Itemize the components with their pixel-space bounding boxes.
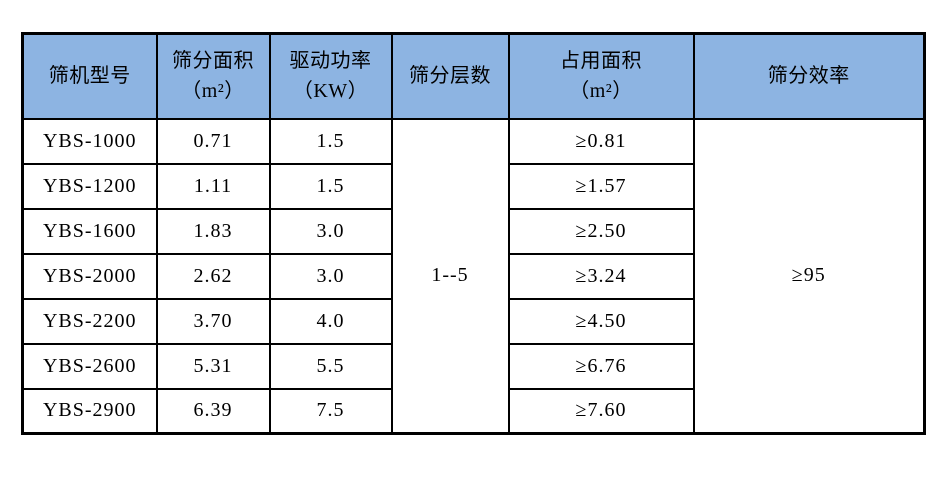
- cell-screen-area: 1.83: [155, 207, 271, 255]
- cell-screen-area: 0.71: [155, 117, 271, 165]
- col-header-drive-power-unit: （KW）: [292, 80, 369, 103]
- col-header-efficiency: 筛分效率: [692, 32, 926, 120]
- cell-model: YBS-2900: [21, 387, 158, 435]
- cell-efficiency-merged: ≥95: [692, 117, 926, 435]
- cell-model: YBS-2600: [21, 342, 158, 390]
- cell-footprint: ≥0.81: [507, 117, 695, 165]
- cell-model: YBS-1600: [21, 207, 158, 255]
- table-row: YBS-1200 1.11 1.5 ≥1.57: [21, 162, 925, 210]
- table-row: YBS-2200 3.70 4.0 ≥4.50: [21, 297, 925, 345]
- cell-screen-area: 3.70: [155, 297, 271, 345]
- col-header-layers-title: 筛分层数: [409, 65, 491, 88]
- header-row: 筛机型号 筛分面积 （m²） 驱动功率 （KW） 筛分层数 占用面积 （m²）: [21, 32, 926, 120]
- cell-footprint: ≥3.24: [507, 252, 695, 300]
- cell-drive-power: 7.5: [268, 387, 393, 435]
- cell-footprint: ≥6.76: [507, 342, 695, 390]
- cell-footprint: ≥2.50: [507, 207, 695, 255]
- cell-layers-merged: 1--5: [390, 117, 510, 435]
- col-header-efficiency-title: 筛分效率: [767, 65, 850, 88]
- cell-drive-power: 5.5: [268, 342, 393, 390]
- cell-drive-power: 3.0: [268, 207, 393, 255]
- cell-model: YBS-2000: [21, 252, 158, 300]
- cell-model: YBS-1000: [21, 117, 158, 165]
- col-header-layers: 筛分层数: [390, 32, 510, 120]
- col-header-footprint-unit: （m²）: [569, 80, 633, 103]
- col-header-drive-power-title: 驱动功率: [289, 50, 372, 73]
- table-row: YBS-2900 6.39 7.5 ≥7.60: [21, 387, 925, 435]
- cell-drive-power: 1.5: [268, 117, 393, 165]
- cell-footprint: ≥1.57: [507, 162, 695, 210]
- table-row: YBS-1000 0.71 1.5 1--5 ≥0.81 ≥95: [21, 117, 926, 435]
- cell-drive-power: 4.0: [268, 297, 393, 345]
- cell-screen-area: 1.11: [155, 162, 271, 210]
- cell-footprint: ≥7.60: [507, 387, 695, 435]
- table-row: YBS-2600 5.31 5.5 ≥6.76: [21, 342, 925, 390]
- cell-drive-power: 3.0: [268, 252, 393, 300]
- cell-screen-area: 2.62: [155, 252, 271, 300]
- col-header-footprint: 占用面积 （m²）: [507, 32, 695, 120]
- cell-drive-power: 1.5: [268, 162, 393, 210]
- cell-model: YBS-2200: [21, 297, 158, 345]
- cell-footprint: ≥4.50: [507, 297, 695, 345]
- col-header-screen-area-unit: （m²）: [181, 80, 245, 103]
- cell-model: YBS-1200: [21, 162, 158, 210]
- col-header-drive-power: 驱动功率 （KW）: [268, 32, 393, 120]
- table-row: YBS-1600 1.83 3.0 ≥2.50: [21, 207, 925, 255]
- cell-screen-area: 6.39: [155, 387, 271, 435]
- col-header-model: 筛机型号: [21, 32, 158, 120]
- table-row: YBS-2000 2.62 3.0 ≥3.24: [21, 252, 925, 300]
- col-header-footprint-title: 占用面积: [560, 50, 642, 73]
- spec-table: 筛机型号 筛分面积 （m²） 驱动功率 （KW） 筛分层数 占用面积 （m²）: [21, 32, 926, 435]
- cell-screen-area: 5.31: [155, 342, 271, 390]
- col-header-model-title: 筛机型号: [48, 65, 131, 88]
- col-header-screen-area-title: 筛分面积: [172, 50, 254, 73]
- col-header-screen-area: 筛分面积 （m²）: [155, 32, 271, 120]
